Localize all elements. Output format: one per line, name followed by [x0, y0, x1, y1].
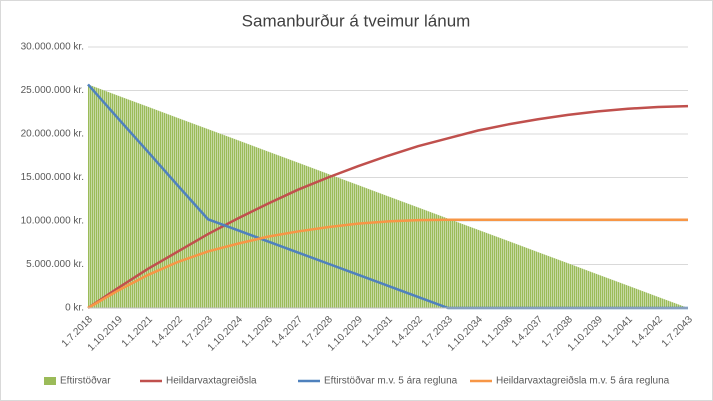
y-tick-label: 30.000.000 kr.: [21, 42, 84, 53]
legend-label: Heildarvaxtagreiðsla m.v. 5 ára regluna: [496, 375, 670, 387]
chart-title: Samanburður á tveimur lánum: [242, 11, 471, 30]
y-tick-label: 15.000.000 kr.: [21, 172, 84, 183]
legend-swatch: [44, 377, 56, 385]
line: [87, 218, 688, 310]
y-tick-label: 0 kr.: [65, 303, 84, 314]
legend-label: Heildarvaxtagreiðsla: [166, 375, 257, 387]
line: [87, 104, 689, 310]
y-tick-label: 10.000.000 kr.: [21, 216, 84, 227]
legend-label: Eftirstöðvar m.v. 5 ára regluna: [324, 375, 458, 387]
y-tick-label: 20.000.000 kr.: [21, 129, 84, 140]
legend-label: Eftirstöðvar: [60, 375, 111, 387]
area: [88, 84, 688, 308]
y-tick-label: 5.000.000 kr.: [26, 259, 84, 270]
y-tick-label: 25.000.000 kr.: [21, 85, 84, 96]
